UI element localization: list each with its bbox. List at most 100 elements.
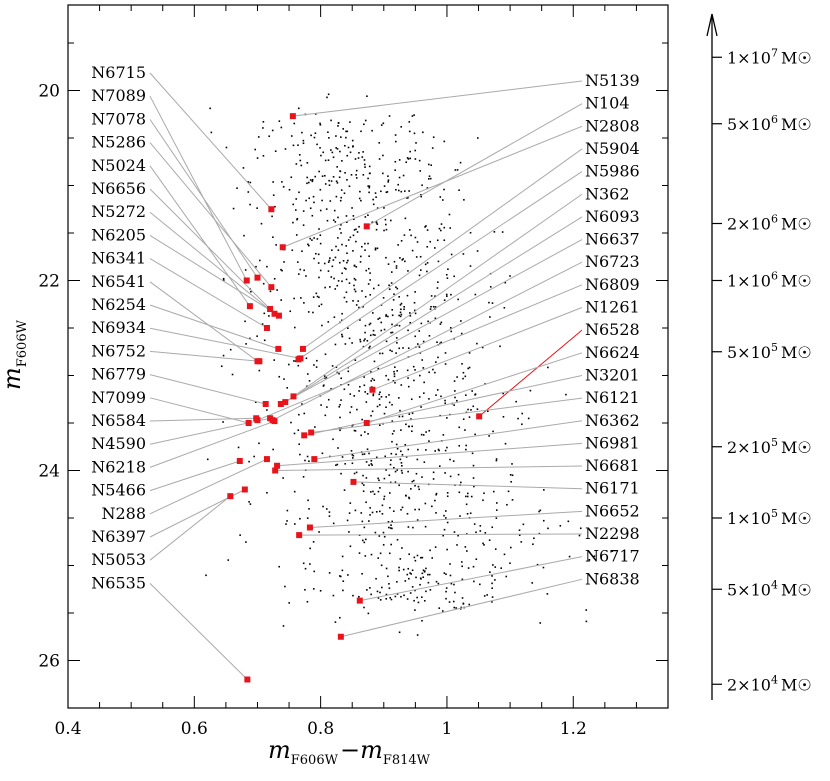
field-star — [332, 522, 335, 525]
connector-line — [149, 460, 240, 492]
field-star — [443, 299, 446, 301]
field-star — [448, 213, 451, 216]
field-star — [341, 456, 344, 458]
field-star — [384, 218, 387, 221]
field-star — [302, 224, 305, 226]
field-star — [453, 583, 455, 586]
field-star — [394, 381, 396, 384]
field-star — [369, 293, 372, 296]
field-star — [500, 567, 503, 569]
field-star — [472, 405, 475, 408]
field-star — [341, 569, 344, 572]
field-star — [365, 477, 368, 479]
cluster-label: N6779 — [91, 365, 146, 384]
field-star — [446, 277, 449, 279]
field-star — [468, 416, 471, 418]
field-star — [353, 429, 356, 432]
connector-line — [280, 239, 583, 405]
mass-label: 5×106 M☉ — [727, 113, 812, 134]
connector-line — [149, 583, 248, 680]
field-star — [340, 196, 343, 199]
field-star — [420, 433, 423, 436]
field-star — [358, 552, 361, 554]
field-star — [493, 231, 496, 233]
field-star — [372, 287, 375, 290]
field-star — [538, 532, 541, 535]
field-star — [391, 350, 393, 353]
field-star — [363, 159, 366, 161]
field-star — [488, 539, 491, 541]
field-star — [255, 265, 257, 268]
field-star — [394, 140, 397, 143]
field-star — [399, 257, 401, 259]
field-star — [323, 174, 326, 177]
field-star — [407, 385, 410, 388]
field-star — [403, 306, 405, 308]
field-star — [346, 519, 349, 522]
field-star — [467, 367, 470, 370]
field-star — [531, 582, 534, 584]
field-star — [296, 218, 298, 221]
field-star — [465, 503, 468, 506]
field-star — [426, 262, 429, 264]
field-star — [321, 199, 323, 202]
field-star — [319, 122, 321, 125]
field-star — [539, 622, 542, 624]
field-star — [349, 502, 352, 504]
field-star — [308, 244, 310, 247]
field-star — [474, 293, 477, 296]
cluster-point — [356, 597, 363, 604]
field-star — [389, 527, 392, 529]
field-star — [339, 170, 341, 172]
cluster-label: N6218 — [91, 457, 146, 476]
field-star — [358, 306, 360, 309]
field-star — [348, 531, 350, 533]
field-star — [321, 452, 324, 455]
field-star — [407, 526, 410, 528]
field-star — [380, 329, 383, 332]
field-star — [392, 299, 395, 301]
field-star — [482, 499, 484, 502]
cluster-label: N2298 — [585, 524, 640, 543]
field-star — [400, 313, 403, 316]
field-star — [461, 578, 464, 581]
field-star — [341, 280, 343, 283]
field-star — [398, 484, 400, 487]
field-star — [391, 331, 394, 334]
field-star — [313, 364, 315, 366]
field-star — [312, 311, 314, 314]
field-star — [381, 586, 383, 589]
field-star — [491, 526, 494, 529]
field-star — [340, 399, 342, 401]
field-star — [364, 331, 366, 334]
field-star — [299, 159, 302, 162]
field-star — [460, 606, 463, 609]
field-star — [308, 380, 311, 382]
field-star — [298, 413, 300, 416]
connector-line — [149, 211, 275, 315]
field-star — [383, 477, 386, 480]
field-star — [443, 528, 446, 531]
field-star — [298, 273, 300, 275]
field-star — [362, 345, 365, 348]
field-star — [472, 565, 475, 568]
field-star — [460, 332, 463, 335]
field-star — [365, 269, 368, 272]
connector-line — [304, 374, 583, 436]
field-star — [281, 269, 283, 272]
field-star — [391, 420, 394, 422]
field-star — [406, 598, 409, 600]
connector-line — [314, 420, 583, 460]
field-star — [434, 499, 436, 502]
field-star — [297, 144, 299, 146]
cluster-label: N5024 — [91, 156, 146, 175]
field-star — [443, 239, 446, 242]
field-star — [385, 593, 388, 596]
field-star — [342, 580, 345, 582]
field-star — [351, 342, 353, 344]
cluster-label: N6715 — [91, 63, 146, 82]
field-star — [305, 357, 308, 360]
cluster-point — [308, 429, 315, 436]
field-star — [473, 523, 476, 525]
field-star — [367, 267, 370, 270]
